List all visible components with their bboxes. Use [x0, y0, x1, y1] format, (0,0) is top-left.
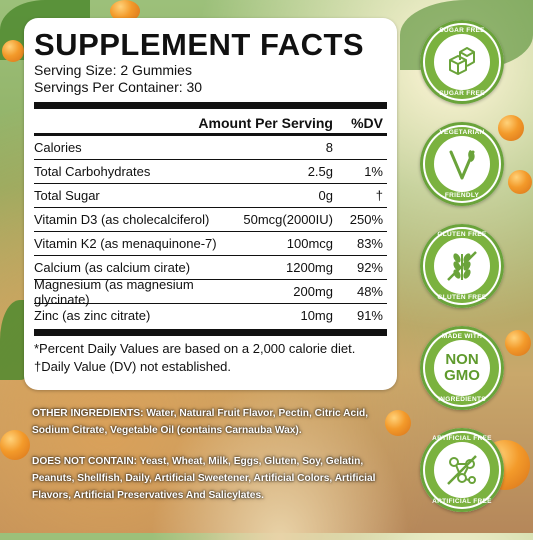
table-row: Zinc (as zinc citrate) 10mg 91%: [34, 308, 383, 323]
vegetarian-v-icon: [449, 150, 475, 180]
orange-fruit: [498, 115, 524, 141]
header-dv: %DV: [351, 115, 383, 131]
molecule-icon: [447, 455, 477, 485]
wheat-icon: [447, 251, 477, 281]
footnote-dagger: †Daily Value (DV) not established.: [34, 359, 232, 374]
supplement-facts-panel: SUPPLEMENT FACTS Serving Size: 2 Gummies…: [24, 18, 397, 390]
other-ingredients: OTHER INGREDIENTS: Water, Natural Fruit …: [32, 405, 382, 439]
table-header: Amount Per Serving %DV: [34, 113, 387, 133]
orange-fruit: [0, 430, 30, 460]
table-row: Magnesium (as magnesium glycinate) 200mg…: [34, 277, 387, 307]
divider-thick: [34, 102, 387, 109]
orange-fruit: [508, 170, 532, 194]
orange-fruit: [2, 40, 24, 62]
orange-fruit: [505, 330, 531, 356]
table-row: Calcium (as calcium cirate) 1200mg 92%: [34, 256, 387, 280]
table-row: Calories 8: [34, 136, 387, 160]
serving-size: Serving Size: 2 Gummies: [34, 62, 192, 78]
table-row: Total Carbohydrates 2.5g 1%: [34, 160, 387, 184]
table-row: Vitamin K2 (as menaquinone-7) 100mcg 83%: [34, 232, 387, 256]
does-not-contain: DOES NOT CONTAIN: Yeast, Wheat, Milk, Eg…: [32, 453, 382, 504]
table-row: Total Sugar 0g †: [34, 184, 387, 208]
badge-sugar-free: SUGAR FREE SUGAR FREE: [420, 20, 504, 104]
badge-vegetarian: VEGETARIAN FRIENDLY: [420, 122, 504, 206]
does-not-contain-label: DOES NOT CONTAIN:: [32, 456, 138, 467]
header-amount: Amount Per Serving: [198, 115, 333, 131]
divider-thick: [34, 329, 387, 336]
other-ingredients-text: Water, Natural Fruit Flavor, Pectin, Cit…: [32, 408, 369, 436]
orange-fruit: [385, 410, 411, 436]
non-gmo-icon: NON GMO: [444, 351, 480, 384]
badge-artificial-free: ARTIFICIAL FREE ARTIFICIAL FREE: [420, 428, 504, 512]
footnote-dv: *Percent Daily Values are based on a 2,0…: [34, 341, 356, 356]
badge-non-gmo: MADE WITH NON GMO INGREDIENTS: [420, 326, 504, 410]
table-row: Vitamin D3 (as cholecalciferol) 50mcg(20…: [34, 208, 387, 232]
nutrient-table: Calories 8 Total Carbohydrates 2.5g 1% T…: [34, 136, 387, 327]
panel-title: SUPPLEMENT FACTS: [34, 27, 365, 62]
other-ingredients-label: OTHER INGREDIENTS:: [32, 408, 144, 419]
sugar-cubes-icon: [449, 47, 475, 75]
badge-gluten-free: GLUTEN FREE GLUTEN FREE: [420, 224, 504, 308]
servings-per-container: Servings Per Container: 30: [34, 79, 203, 95]
divider-medium: [34, 133, 387, 136]
does-not-contain-text: Yeast, Wheat, Milk, Eggs, Gluten, Soy, G…: [32, 456, 376, 501]
